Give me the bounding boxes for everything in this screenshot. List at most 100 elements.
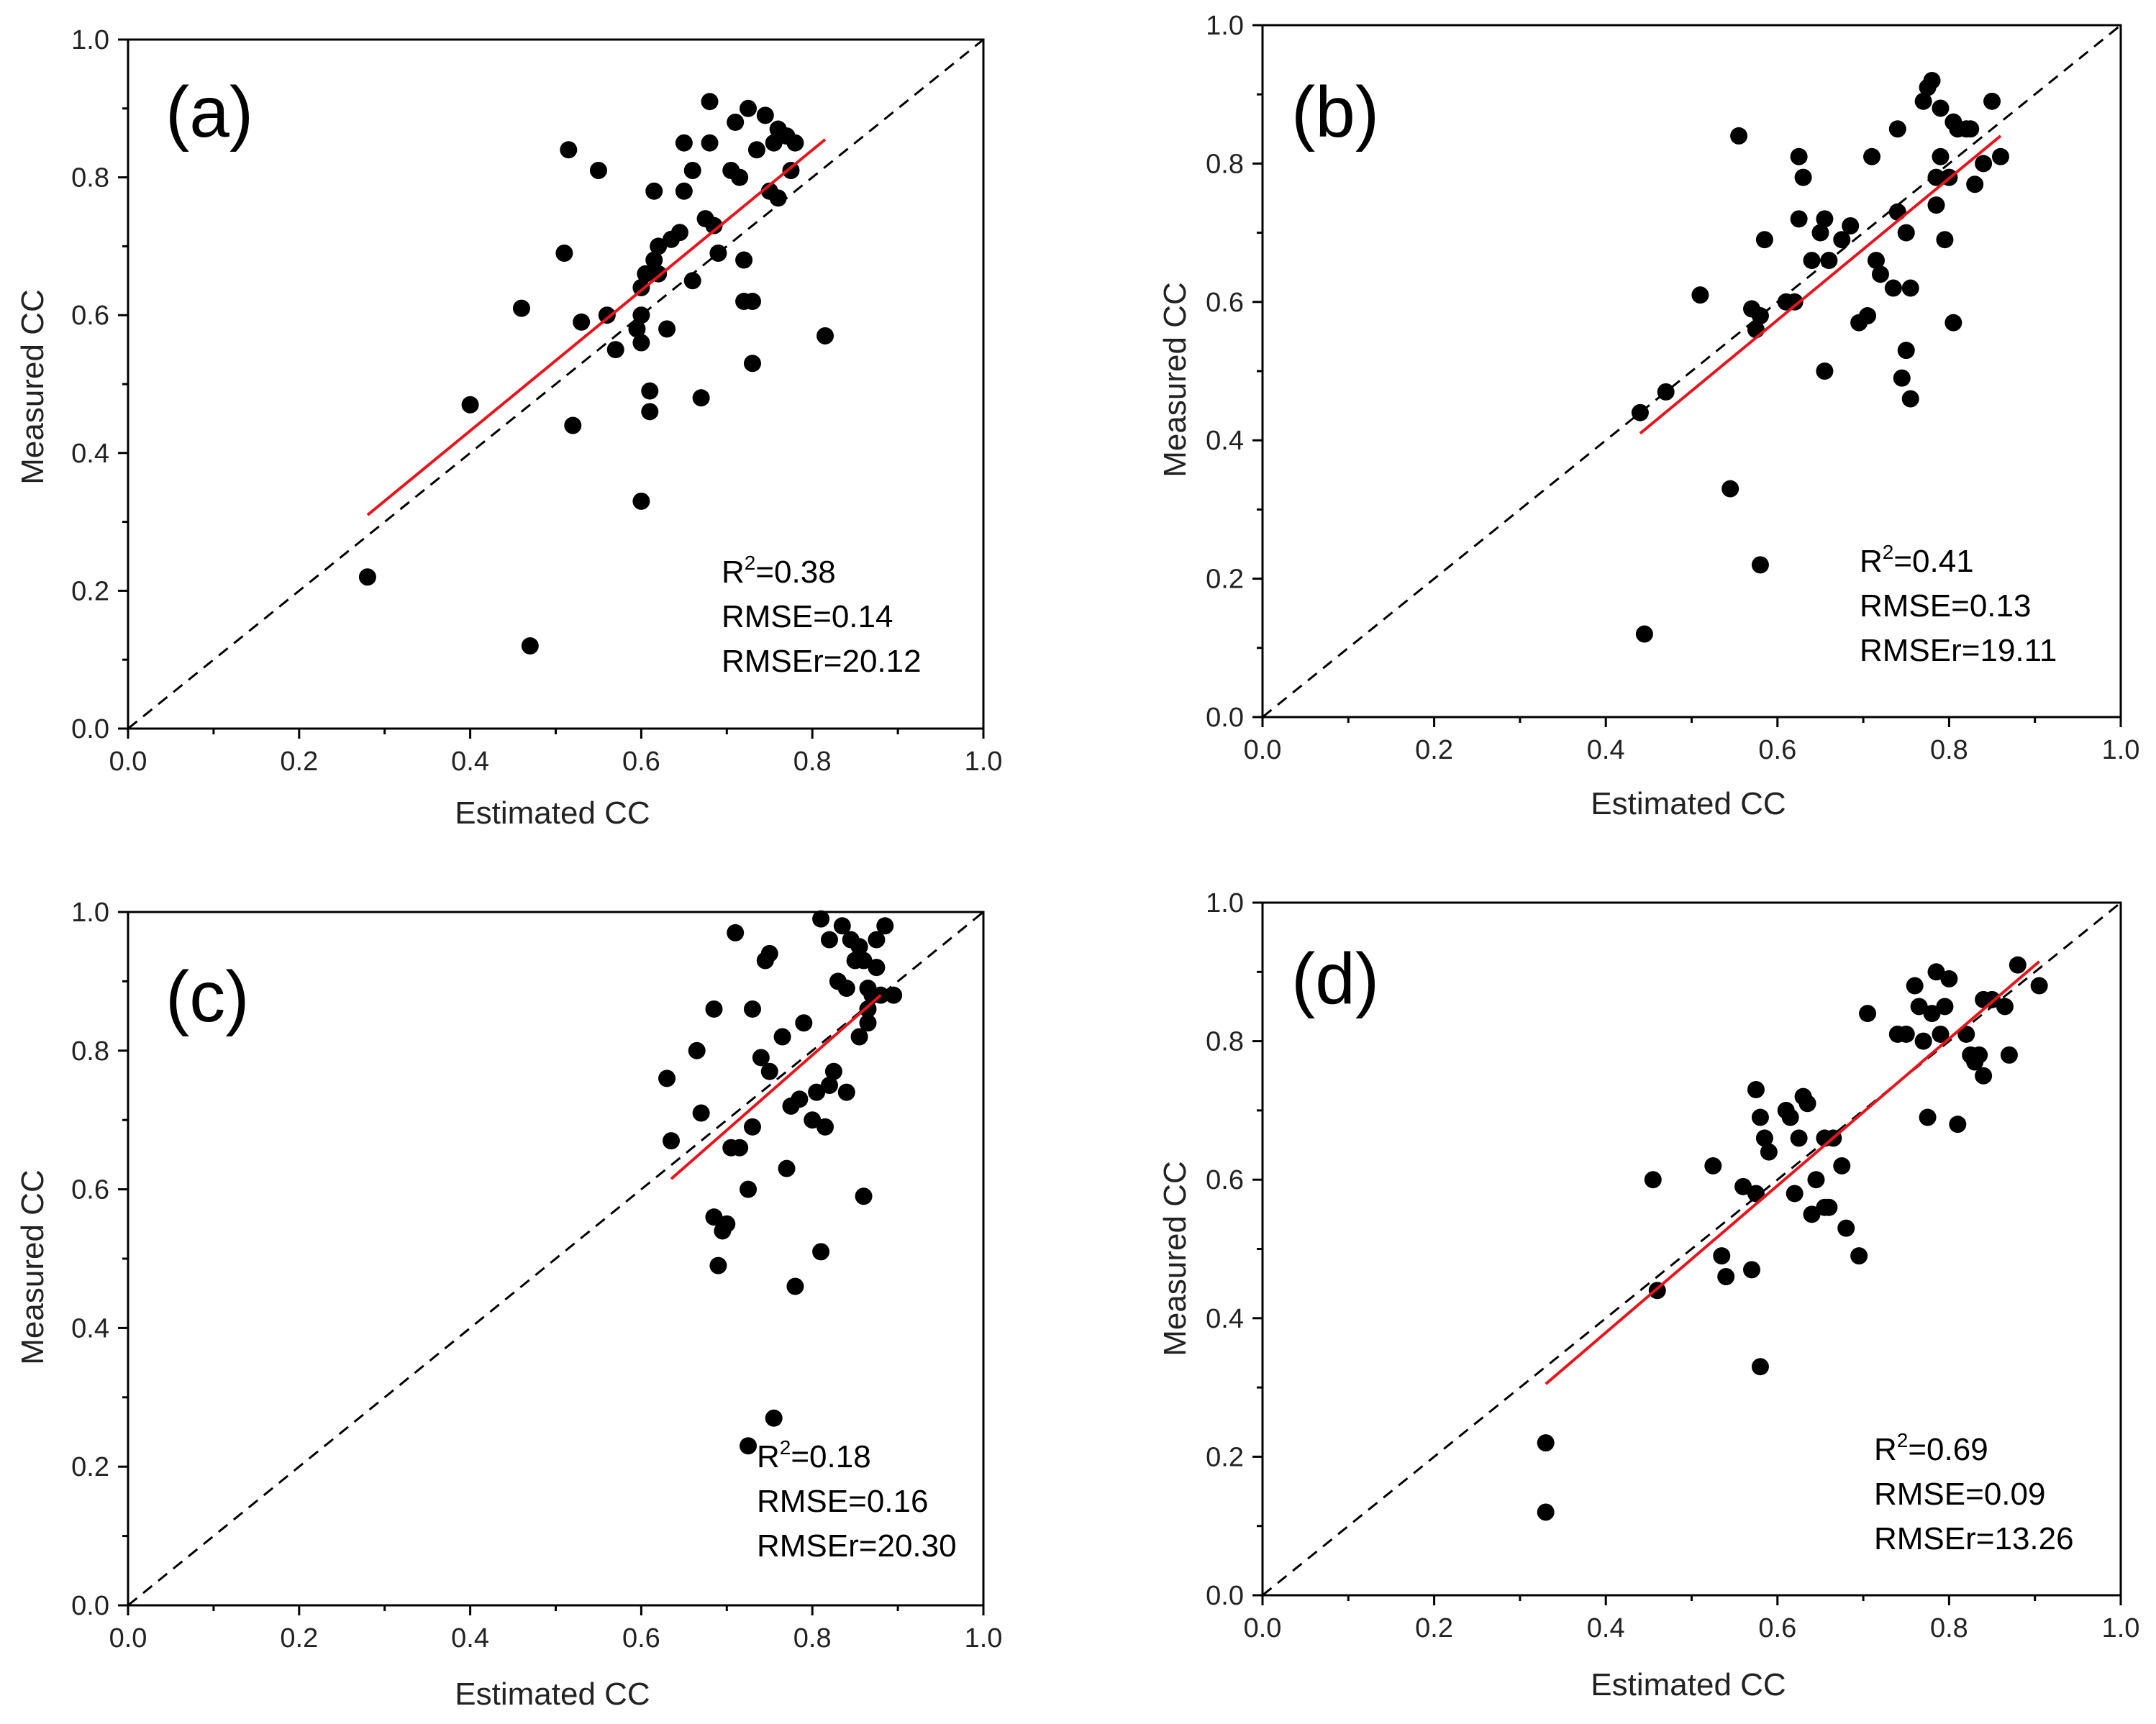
x-tick-label: 0.0 (109, 1623, 147, 1654)
data-point (645, 182, 663, 200)
data-point (1657, 383, 1675, 401)
data-point (769, 189, 787, 207)
r-squared-label: R2=0.18 (757, 1436, 871, 1474)
y-tick-label: 0.8 (1206, 149, 1244, 179)
r-squared-symbol: R (1874, 1432, 1897, 1467)
data-point (743, 355, 761, 373)
r-squared-symbol: R (722, 555, 745, 590)
x-tick-label: 0.6 (622, 1623, 660, 1654)
data-point (1936, 998, 1954, 1016)
data-point (1786, 293, 1804, 311)
data-point (786, 134, 804, 152)
data-point (1897, 224, 1915, 242)
data-point (606, 341, 624, 359)
r-squared-symbol: R (1860, 544, 1883, 579)
data-point (1790, 1129, 1808, 1147)
regression-line (1545, 960, 2040, 1385)
data-point (1850, 1247, 1868, 1265)
data-point (1871, 265, 1889, 283)
r-squared-superscript: 2 (1897, 1429, 1909, 1451)
data-point (589, 162, 607, 180)
data-point (709, 1256, 727, 1274)
data-point (1717, 1268, 1735, 1286)
data-point (705, 216, 723, 234)
panel-c: (c) Estimated CC Measured CC R2=0.18 RMS… (15, 898, 1002, 1712)
r-squared-value: =0.41 (1893, 544, 1973, 579)
y-tick-label: 0.4 (71, 1313, 109, 1344)
data-point (663, 1132, 681, 1150)
data-point (1945, 314, 1962, 332)
one-to-one-line (1262, 901, 2121, 1597)
panel-label: (d) (1291, 939, 1379, 1019)
data-point (833, 917, 851, 935)
data-point (837, 1083, 855, 1101)
data-point (1927, 196, 1945, 214)
x-tick-label: 0.0 (1244, 735, 1282, 765)
data-point (876, 917, 894, 935)
data-point (573, 313, 591, 331)
data-point (855, 1187, 873, 1205)
data-point (1966, 175, 1984, 193)
r-squared-value: =0.18 (791, 1439, 870, 1474)
y-tick-label: 0.2 (1206, 1442, 1244, 1472)
data-point (752, 1049, 770, 1067)
data-point (1901, 390, 1919, 408)
data-point (1863, 147, 1881, 165)
data-point (1790, 210, 1808, 228)
r-squared-value: =0.69 (1908, 1432, 1988, 1467)
rmser-label: RMSEr=19.11 (1860, 633, 2057, 668)
x-tick-label: 0.6 (1758, 735, 1796, 765)
y-tick-label: 1.0 (71, 898, 109, 928)
x-tick-label: 1.0 (965, 1623, 1003, 1654)
y-tick-label: 0.2 (71, 576, 109, 606)
data-point (564, 416, 582, 434)
data-point (2030, 977, 2048, 995)
data-point (683, 272, 701, 290)
data-point (820, 931, 838, 949)
data-point (1914, 92, 1932, 110)
data-point (743, 1118, 761, 1136)
data-point (859, 1000, 877, 1018)
data-point (1631, 403, 1649, 421)
panel-label: (a) (165, 72, 253, 152)
data-point (1786, 1185, 1804, 1203)
data-point (735, 251, 753, 269)
data-point (1790, 147, 1808, 165)
data-point (718, 1215, 736, 1233)
data-point (1927, 168, 1945, 186)
data-point (1919, 1108, 1937, 1126)
data-point (1962, 120, 1980, 138)
data-point (632, 334, 650, 352)
data-point (1888, 120, 1906, 138)
data-point (747, 141, 765, 159)
data-point (1923, 71, 1941, 89)
data-point (727, 923, 745, 941)
x-tick-label: 0.6 (1758, 1613, 1796, 1643)
data-point (701, 93, 719, 111)
r-squared-value: =0.38 (755, 555, 835, 590)
data-point (658, 320, 676, 338)
data-point (837, 980, 855, 998)
r-squared-label: R2=0.38 (722, 552, 836, 590)
data-point (692, 389, 710, 407)
data-point (1751, 556, 1769, 574)
data-point (675, 182, 693, 200)
x-tick-label: 0.4 (1587, 1613, 1625, 1643)
y-tick-label: 0.4 (1206, 1304, 1244, 1334)
x-tick-label: 0.2 (280, 1623, 318, 1654)
y-tick-label: 0.6 (71, 301, 109, 331)
data-point (850, 938, 868, 956)
x-axis-label: Estimated CC (1591, 786, 1786, 821)
x-tick-label: 1.0 (2102, 735, 2140, 765)
data-point (1932, 147, 1950, 165)
data-point (1644, 1171, 1662, 1189)
data-point (791, 1090, 809, 1108)
data-point (1901, 279, 1919, 297)
x-tick-label: 0.2 (1415, 735, 1453, 765)
data-point (1859, 307, 1877, 325)
data-point (670, 224, 688, 242)
y-axis-label: Measured CC (15, 1169, 50, 1364)
data-point (1833, 1157, 1851, 1175)
panel-b: (b) Estimated CC Measured CC R2=0.41 RMS… (1157, 11, 2139, 821)
data-point (782, 162, 800, 180)
